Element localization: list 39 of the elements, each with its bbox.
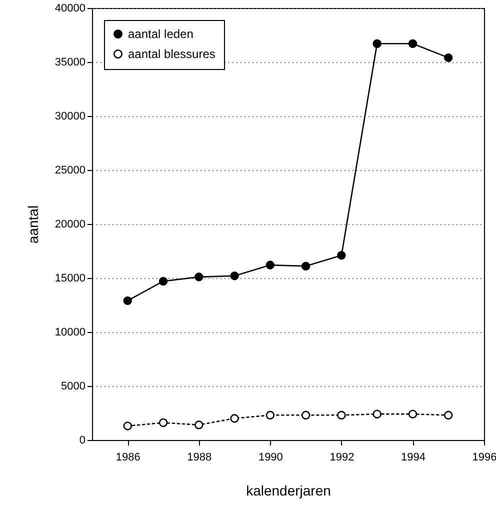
- point: [444, 53, 453, 62]
- x-tick-label: 1990: [258, 452, 283, 464]
- point: [123, 422, 132, 430]
- y-tick-label: 10000: [54, 326, 86, 338]
- point: [408, 39, 418, 48]
- y-tick-label: 40000: [54, 2, 86, 14]
- x-tick-label: 1992: [330, 452, 354, 464]
- y-tick-label: 25000: [54, 164, 86, 176]
- point: [194, 420, 204, 430]
- y-tick-label: 5000: [61, 380, 86, 392]
- x-tick-label: 1994: [400, 452, 426, 464]
- point: [372, 410, 382, 418]
- y-tick-label: 0: [79, 434, 86, 446]
- point: [337, 410, 346, 420]
- point: [444, 410, 453, 420]
- legend-label: aantal blessures: [128, 47, 216, 61]
- point: [230, 271, 239, 280]
- point: [230, 414, 239, 423]
- legend-label: aantal leden: [128, 27, 194, 41]
- point: [337, 250, 346, 260]
- y-tick-label: 20000: [54, 218, 86, 230]
- point: [266, 260, 275, 270]
- point: [266, 410, 275, 420]
- x-axis-title: kalenderjaren: [246, 482, 331, 498]
- point: [372, 39, 382, 48]
- y-tick-label: 15000: [54, 272, 86, 284]
- y-axis-title: aantal: [24, 205, 41, 244]
- x-tick-label: 1988: [187, 452, 212, 464]
- y-tick-label: 30000: [54, 110, 86, 122]
- point: [301, 262, 310, 270]
- point: [123, 296, 132, 306]
- point: [194, 272, 204, 282]
- point: [158, 276, 168, 286]
- x-tick-label: 1986: [116, 452, 140, 464]
- point: [301, 410, 310, 420]
- point: [408, 410, 418, 418]
- point: [158, 418, 168, 428]
- x-tick-label: 1996: [472, 452, 496, 464]
- y-tick-label: 35000: [54, 56, 86, 68]
